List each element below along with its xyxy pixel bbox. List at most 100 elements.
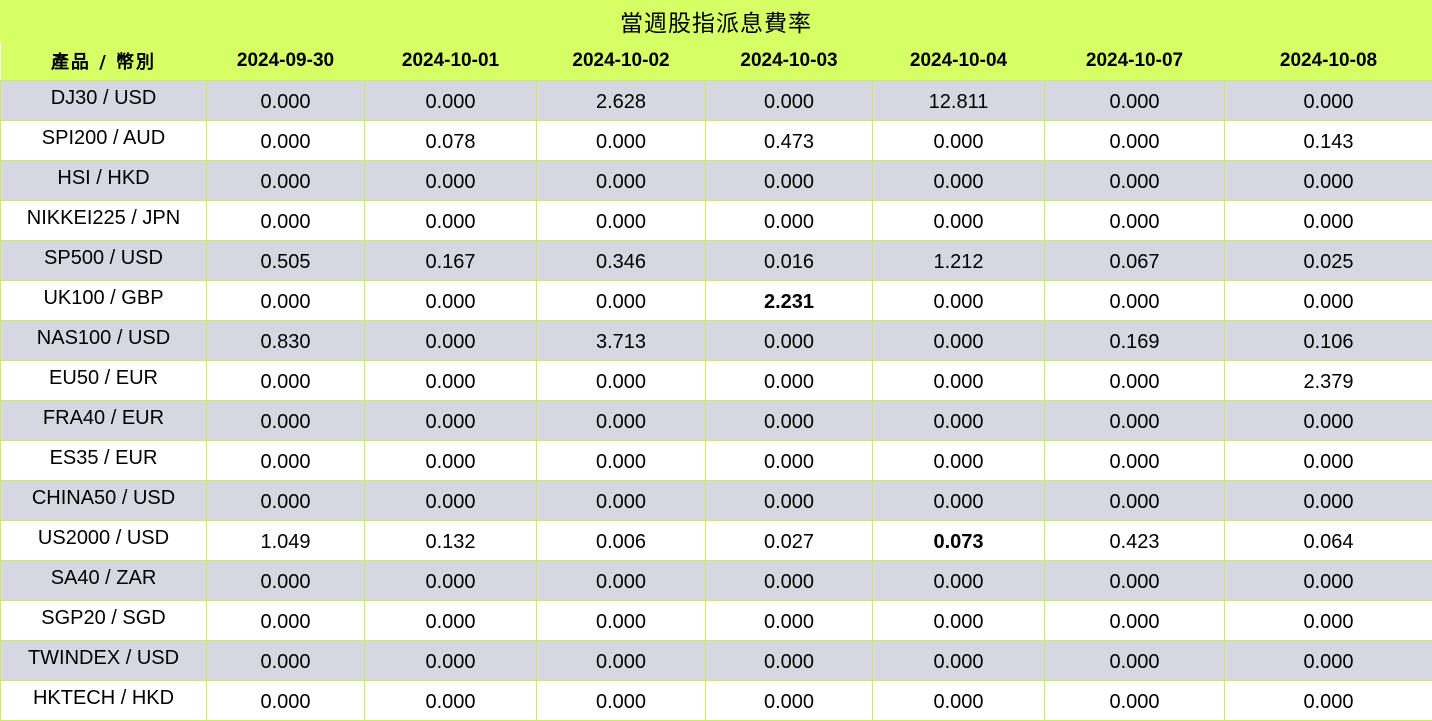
rate-cell: 0.000 bbox=[364, 279, 537, 321]
rate-cell: 0.346 bbox=[536, 239, 706, 281]
rate-cell: 0.064 bbox=[1224, 519, 1432, 561]
rate-cell: 0.423 bbox=[1044, 519, 1225, 561]
rate-cell: 0.000 bbox=[364, 159, 537, 201]
product-cell: ES35 / EUR bbox=[0, 439, 207, 481]
rate-cell: 0.000 bbox=[206, 359, 365, 401]
rate-cell: 12.811 bbox=[872, 79, 1045, 121]
product-cell: UK100 / GBP bbox=[0, 279, 207, 321]
rate-cell: 0.000 bbox=[206, 399, 365, 441]
rate-cell: 0.830 bbox=[206, 319, 365, 361]
column-header-date: 2024-09-30 bbox=[236, 49, 335, 71]
rate-cell: 0.000 bbox=[536, 199, 706, 241]
rate-cell: 0.000 bbox=[705, 199, 873, 241]
rate-cell: 0.000 bbox=[536, 399, 706, 441]
rate-cell: 0.000 bbox=[1044, 559, 1225, 601]
column-header-product: 產品 / 幣別 bbox=[50, 51, 157, 73]
rate-cell: 0.000 bbox=[536, 359, 706, 401]
product-cell: NAS100 / USD bbox=[0, 319, 207, 361]
rate-cell: 0.000 bbox=[1044, 119, 1225, 161]
rate-cell: 0.000 bbox=[705, 439, 873, 481]
rate-cell: 0.000 bbox=[872, 399, 1045, 441]
rate-cell: 1.212 bbox=[872, 239, 1045, 281]
table-row: NAS100 / USD 0.830 0.000 3.713 0.000 0.000 0.1… bbox=[0, 319, 1432, 361]
rate-cell: 0.000 bbox=[1224, 559, 1432, 601]
rate-cell: 0.000 bbox=[536, 559, 706, 601]
rate-cell: 0.000 bbox=[206, 479, 365, 521]
table-row: HKTECH / HKD 0.000 0.000 0.000 0.000 0.000 0.0… bbox=[0, 679, 1432, 721]
rate-cell: 0.000 bbox=[1224, 599, 1432, 641]
rate-cell: 0.000 bbox=[536, 159, 706, 201]
column-header-date: 2024-10-01 bbox=[401, 49, 500, 71]
rate-cell: 0.000 bbox=[1224, 679, 1432, 721]
rate-cell: 0.000 bbox=[536, 599, 706, 641]
rate-cell: 0.000 bbox=[705, 79, 873, 121]
rate-cell: 0.000 bbox=[536, 439, 706, 481]
rate-cell: 0.000 bbox=[872, 599, 1045, 641]
rate-cell: 0.078 bbox=[364, 119, 537, 161]
rate-cell: 0.000 bbox=[1044, 199, 1225, 241]
rate-cell: 0.000 bbox=[705, 479, 873, 521]
column-header-date: 2024-10-08 bbox=[1279, 49, 1378, 71]
table-row: UK100 / GBP 0.000 0.000 0.000 2.231 0.000 0.00… bbox=[0, 279, 1432, 321]
rate-cell: 0.000 bbox=[364, 479, 537, 521]
rate-cell: 0.106 bbox=[1224, 319, 1432, 361]
rate-cell: 3.713 bbox=[536, 319, 706, 361]
rate-cell: 0.000 bbox=[872, 279, 1045, 321]
table-row: DJ30 / USD 0.000 0.000 2.628 0.000 12.811 0.00… bbox=[0, 79, 1432, 121]
product-cell: EU50 / EUR bbox=[0, 359, 207, 401]
rate-cell: 0.132 bbox=[364, 519, 537, 561]
table-row: US2000 / USD 1.049 0.132 0.006 0.027 0.073 0.4… bbox=[0, 519, 1432, 561]
rate-cell: 0.000 bbox=[1224, 439, 1432, 481]
rate-cell: 2.379 bbox=[1224, 359, 1432, 401]
rate-cell: 0.473 bbox=[705, 119, 873, 161]
column-header-date: 2024-10-02 bbox=[572, 49, 670, 71]
rate-cell: 0.000 bbox=[1044, 359, 1225, 401]
product-cell: SPI200 / AUD bbox=[0, 119, 207, 161]
rate-cell: 0.000 bbox=[364, 639, 537, 681]
header-row: 產品 / 幣別 2024-09-30 2024-10-01 2024-10-02… bbox=[0, 42, 1432, 80]
product-cell: HKTECH / HKD bbox=[0, 679, 207, 721]
rate-cell: 0.000 bbox=[206, 279, 365, 321]
rate-cell: 0.143 bbox=[1224, 119, 1432, 161]
rate-cell: 0.000 bbox=[705, 359, 873, 401]
table-row: ES35 / EUR 0.000 0.000 0.000 0.000 0.000 0.000… bbox=[0, 439, 1432, 481]
rate-cell: 0.000 bbox=[364, 79, 537, 121]
rate-cell: 0.000 bbox=[364, 439, 537, 481]
rate-cell: 0.000 bbox=[872, 639, 1045, 681]
product-cell: SP500 / USD bbox=[0, 239, 207, 281]
rate-cell: 0.000 bbox=[705, 639, 873, 681]
rate-cell: 0.000 bbox=[1224, 279, 1432, 321]
rate-cell: 0.000 bbox=[1224, 479, 1432, 521]
rate-cell: 0.000 bbox=[872, 119, 1045, 161]
rate-cell: 0.000 bbox=[1044, 399, 1225, 441]
rate-cell: 0.000 bbox=[705, 399, 873, 441]
product-cell: NIKKEI225 / JPN bbox=[0, 199, 207, 241]
rate-cell: 0.167 bbox=[364, 239, 537, 281]
rate-cell: 0.000 bbox=[1224, 199, 1432, 241]
column-header-date: 2024-10-04 bbox=[909, 49, 1008, 71]
product-cell: TWINDEX / USD bbox=[0, 639, 207, 681]
rate-cell: 0.000 bbox=[1044, 599, 1225, 641]
rate-cell: 0.067 bbox=[1044, 239, 1225, 281]
rate-cell: 0.000 bbox=[364, 319, 537, 361]
product-cell: US2000 / USD bbox=[0, 519, 207, 561]
rate-cell: 0.073 bbox=[872, 519, 1045, 561]
rate-cell: 0.016 bbox=[705, 239, 873, 281]
rate-cell: 0.000 bbox=[206, 639, 365, 681]
rate-cell: 0.000 bbox=[872, 559, 1045, 601]
table-row: SP500 / USD 0.505 0.167 0.346 0.016 1.212 0.06… bbox=[0, 239, 1432, 281]
rate-cell: 0.000 bbox=[1224, 639, 1432, 681]
table-row: SA40 / ZAR 0.000 0.000 0.000 0.000 0.000 0.000… bbox=[0, 559, 1432, 601]
rate-cell: 0.000 bbox=[1224, 79, 1432, 121]
rate-cell: 0.000 bbox=[206, 79, 365, 121]
product-cell: SA40 / ZAR bbox=[0, 559, 207, 601]
rate-cell: 0.000 bbox=[872, 479, 1045, 521]
rate-cell: 0.000 bbox=[1044, 79, 1225, 121]
rate-cell: 0.000 bbox=[206, 679, 365, 721]
rate-cell: 0.000 bbox=[206, 119, 365, 161]
rate-cell: 0.006 bbox=[536, 519, 706, 561]
dividend-table: 產品 / 幣別 2024-09-30 2024-10-01 2024-10-02… bbox=[0, 42, 1432, 721]
rate-cell: 0.169 bbox=[1044, 319, 1225, 361]
rate-cell: 0.000 bbox=[872, 439, 1045, 481]
